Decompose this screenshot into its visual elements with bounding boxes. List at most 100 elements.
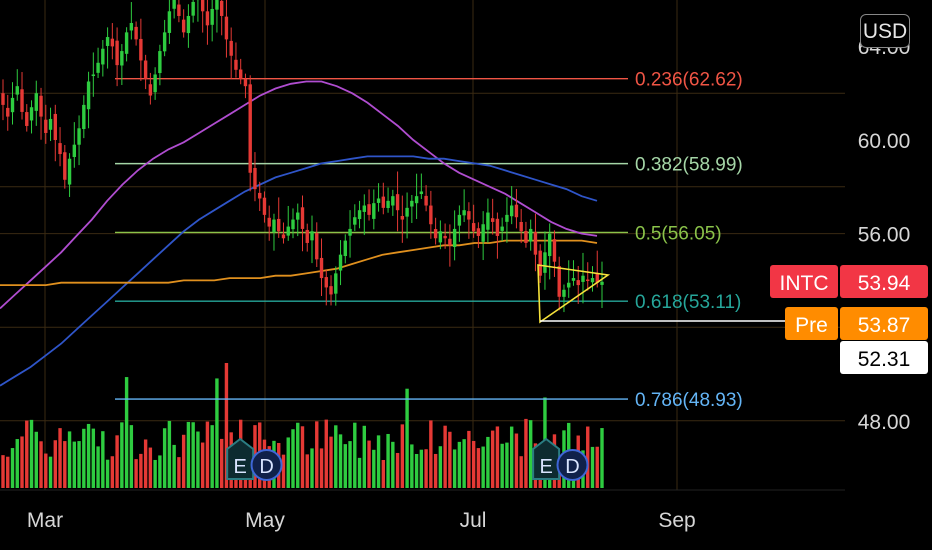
candle-body bbox=[200, 0, 205, 12]
candle-body bbox=[419, 191, 424, 195]
candle-body bbox=[315, 232, 319, 260]
event-marker-label: D bbox=[259, 456, 273, 478]
triangle-pattern bbox=[537, 264, 830, 324]
fib-level-label: 0.786(48.93) bbox=[635, 390, 743, 411]
fib-level-label: 0.5(56.05) bbox=[635, 223, 722, 244]
candle-body bbox=[101, 48, 105, 65]
candle-body bbox=[538, 250, 542, 276]
candle-body bbox=[29, 107, 34, 121]
volume-bar bbox=[48, 456, 53, 488]
volume-bar bbox=[143, 439, 148, 488]
volume-bar bbox=[58, 428, 62, 488]
volume-bar bbox=[438, 446, 443, 488]
volume-bar bbox=[590, 446, 595, 488]
candle-body bbox=[457, 214, 462, 226]
volume-bar bbox=[524, 418, 528, 488]
volume-bar bbox=[528, 420, 533, 488]
time-axis[interactable]: Mar May Jul Sep bbox=[27, 509, 696, 532]
volume-bar bbox=[72, 441, 77, 488]
event-marker-label: E bbox=[234, 456, 247, 478]
time-axis-tick: May bbox=[245, 509, 285, 532]
volume-bar bbox=[120, 422, 124, 488]
candle-body bbox=[20, 89, 24, 112]
candle-body bbox=[277, 218, 281, 232]
volume-bar bbox=[381, 459, 386, 488]
candle-body bbox=[505, 214, 509, 222]
volume-bar bbox=[158, 455, 162, 488]
candle-body bbox=[167, 11, 172, 33]
event-marker-label: E bbox=[539, 456, 552, 478]
candle-body bbox=[362, 205, 367, 212]
volume-bar bbox=[6, 456, 10, 488]
candle-body bbox=[519, 221, 523, 232]
volume-bar bbox=[86, 423, 91, 488]
candle-body bbox=[44, 119, 48, 133]
candle-body bbox=[334, 273, 338, 294]
candle-body bbox=[224, 16, 229, 40]
volume-bar bbox=[63, 441, 67, 488]
candle-body bbox=[395, 194, 400, 211]
volume-bar bbox=[452, 449, 457, 488]
volume-bar bbox=[25, 420, 29, 488]
price-axis-tick: 48.00 bbox=[858, 411, 911, 434]
volume-bar bbox=[414, 453, 419, 488]
volume-bar bbox=[500, 443, 504, 488]
dividend-marker bbox=[250, 449, 283, 481]
price-label-value: 53.87 bbox=[858, 314, 911, 337]
volume-bar bbox=[105, 459, 110, 488]
volume-bar bbox=[34, 431, 38, 488]
volume-bar bbox=[334, 425, 338, 488]
moving-average-line bbox=[0, 155, 598, 387]
candle-body bbox=[158, 51, 162, 74]
candle-body bbox=[528, 228, 533, 242]
volume-bar bbox=[476, 448, 481, 488]
candle-body bbox=[39, 95, 43, 117]
volume-bar bbox=[443, 425, 447, 488]
price-label-bg bbox=[840, 265, 928, 298]
candle-body bbox=[367, 204, 371, 215]
candle-body bbox=[410, 200, 414, 207]
volume-bar bbox=[386, 433, 390, 488]
currency-button[interactable]: USD bbox=[860, 14, 910, 48]
volume-bar bbox=[44, 453, 48, 488]
candle-body bbox=[124, 32, 129, 54]
fib-level-label: 0.382(58.99) bbox=[635, 155, 743, 176]
candle-body bbox=[10, 97, 15, 113]
candle-body bbox=[105, 37, 110, 46]
candle-body bbox=[248, 84, 252, 173]
candle-body bbox=[63, 152, 67, 180]
candle-body bbox=[576, 280, 580, 286]
volume-bar bbox=[462, 439, 466, 488]
volume-bar bbox=[481, 446, 485, 488]
volume-bar bbox=[110, 456, 115, 488]
candle-body bbox=[110, 38, 115, 47]
candle-body bbox=[191, 1, 195, 16]
candle-body bbox=[72, 144, 77, 158]
candle-body bbox=[414, 196, 419, 204]
volume-bar bbox=[96, 446, 100, 488]
candle-body bbox=[567, 282, 571, 288]
candle-body bbox=[153, 74, 157, 93]
price-label-tag: INTC bbox=[780, 272, 829, 295]
volume-bar bbox=[362, 425, 367, 488]
candle-body bbox=[509, 205, 514, 217]
candle-body bbox=[262, 197, 267, 215]
volume-bar bbox=[191, 422, 195, 488]
candle-body bbox=[148, 84, 153, 96]
volume-bar bbox=[20, 436, 24, 488]
candle-body bbox=[267, 217, 271, 227]
candle-body bbox=[253, 167, 257, 190]
candle-body bbox=[471, 223, 476, 232]
volume-bar bbox=[457, 441, 462, 488]
volume-bar bbox=[300, 426, 305, 488]
volume-bar bbox=[10, 448, 15, 488]
candle-body bbox=[177, 4, 181, 16]
event-marker-label: D bbox=[565, 456, 579, 478]
moving-average-line bbox=[0, 80, 598, 310]
volume-bar bbox=[338, 434, 343, 488]
volume-bar bbox=[129, 425, 134, 488]
candle-body bbox=[172, 0, 176, 9]
time-axis-tick: Jul bbox=[460, 509, 487, 532]
candle-body bbox=[433, 229, 438, 239]
